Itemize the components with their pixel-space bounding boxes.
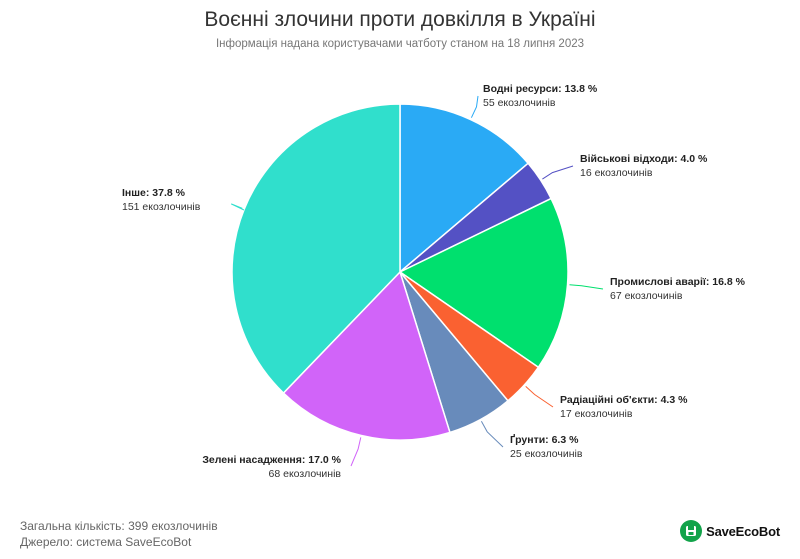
slice-label-3: Радіаційні об'єкти: 4.3 %	[560, 394, 688, 406]
leader-line-4	[480, 420, 504, 448]
leader-line-3	[525, 386, 554, 408]
slice-count-6: 151 екозлочинів	[122, 201, 201, 213]
footer-total: Загальна кількість: 399 екозлочинів	[20, 519, 218, 533]
slice-label-4: Ґрунти: 6.3 %	[510, 433, 579, 446]
pie-slice-6	[231, 103, 401, 395]
logo-text: SaveEcoBot	[706, 523, 780, 539]
slice-label-5: Зелені насадження: 17.0 %	[202, 454, 341, 466]
slice-count-3: 17 екозлочинів	[560, 408, 633, 420]
slice-count-4: 25 екозлочинів	[510, 448, 583, 460]
slice-label-1: Військові відходи: 4.0 %	[580, 153, 708, 165]
pie-slice-0	[399, 103, 530, 274]
slice-label-2: Промислові аварії: 16.8 %	[610, 276, 746, 288]
leader-line-2	[569, 284, 604, 290]
chart-title: Воєнні злочини проти довкілля в Україні	[204, 8, 596, 31]
leader-line-1	[542, 165, 574, 180]
slice-count-2: 67 екозлочинів	[610, 290, 683, 302]
leader-line-5	[350, 437, 362, 467]
leader-line-6	[230, 203, 245, 211]
saveecobot-logo: SaveEcoBot	[680, 520, 780, 542]
slice-count-5: 68 екозлочинів	[269, 468, 342, 480]
pie-slice-5	[282, 270, 451, 441]
footer-source: Джерело: система SaveEcoBot	[20, 535, 192, 549]
slice-label-6: Інше: 37.8 %	[122, 187, 186, 199]
leader-line-0	[470, 95, 479, 118]
slice-label-0: Водні ресурси: 13.8 %	[483, 83, 598, 95]
slice-count-0: 55 екозлочинів	[483, 97, 556, 109]
saveecobot-logo-icon	[680, 520, 703, 542]
chart-subtitle: Інформація надана користувачами чатботу …	[215, 38, 585, 50]
slice-count-1: 16 екозлочинів	[580, 167, 653, 179]
pie-slice-2	[398, 197, 569, 369]
